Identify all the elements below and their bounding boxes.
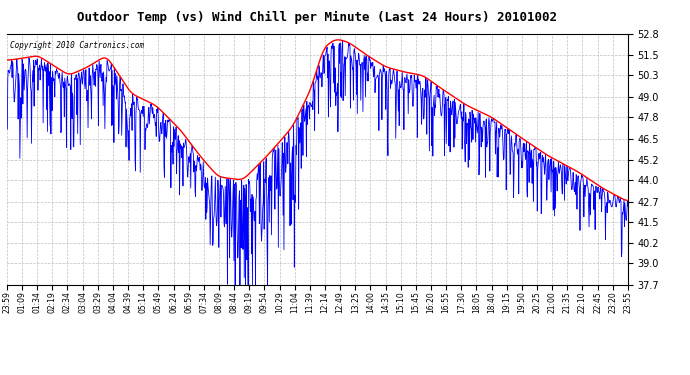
Text: Outdoor Temp (vs) Wind Chill per Minute (Last 24 Hours) 20101002: Outdoor Temp (vs) Wind Chill per Minute …	[77, 11, 558, 24]
Text: Copyright 2010 Cartronics.com: Copyright 2010 Cartronics.com	[10, 41, 144, 50]
